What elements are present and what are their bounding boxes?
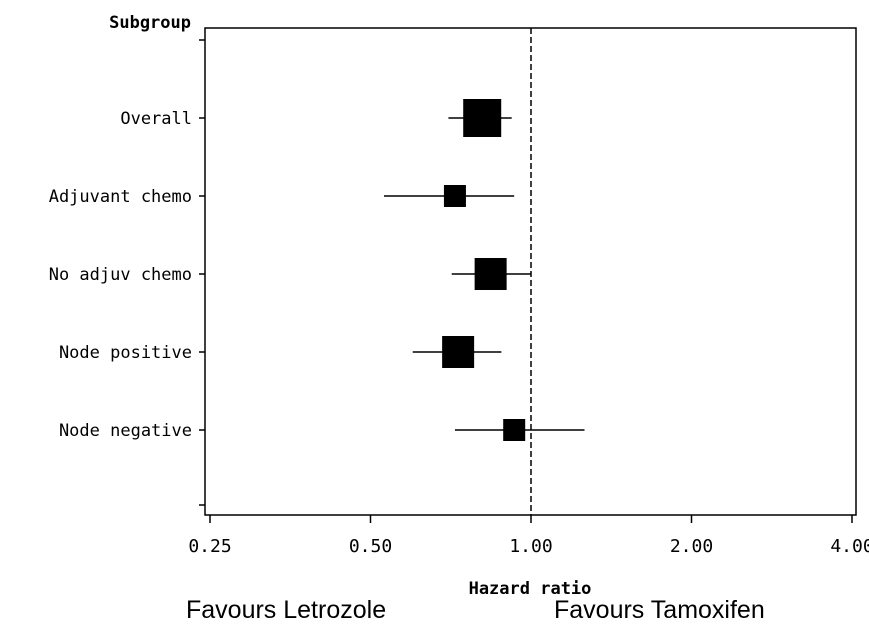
subgroup-label: No adjuv chemo	[49, 265, 192, 285]
subgroup-label: Node negative	[59, 421, 192, 441]
favours-letrozole-label: Favours Letrozole	[186, 596, 387, 624]
subgroup-label: Adjuvant chemo	[49, 187, 192, 207]
forest-plot: Subgroup Hazard ratio 0.25 0.50 1.00 2.00 4.…	[49, 13, 869, 595]
hazard-ratio-marker	[442, 336, 475, 368]
y-axis-title: Subgroup	[109, 13, 191, 33]
x-tick-label: 1.00	[509, 536, 552, 557]
x-tick-label: 4.00	[830, 536, 869, 557]
hazard-ratio-marker	[474, 258, 507, 290]
subgroup-label: Node positive	[59, 343, 192, 363]
x-tick-label: 0.50	[349, 536, 392, 557]
x-axis-title: Hazard ratio	[469, 579, 592, 595]
x-tick-label: 2.00	[670, 536, 713, 557]
x-tick-label: 0.25	[188, 536, 231, 557]
x-axis: 0.25 0.50 1.00 2.00 4.00	[188, 39, 869, 557]
favours-tamoxifen-label: Favours Tamoxifen	[554, 596, 765, 624]
hazard-ratio-marker	[503, 419, 526, 441]
hazard-ratio-marker	[463, 99, 502, 137]
subgroup-label: Overall	[120, 109, 192, 129]
forest-rows: Overall Adjuvant chemo No adjuv chemo Node …	[49, 28, 585, 515]
hazard-ratio-marker	[443, 185, 466, 207]
